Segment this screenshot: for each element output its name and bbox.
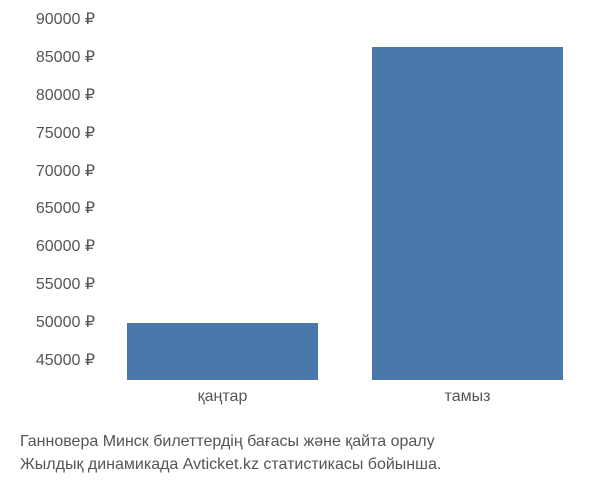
- y-tick-label: 45000 ₽: [0, 353, 95, 369]
- bar: [127, 323, 318, 380]
- x-tick-label: тамыз: [445, 388, 491, 406]
- y-tick-label: 85000 ₽: [0, 50, 95, 66]
- x-axis: қаңтар тамыз: [100, 388, 590, 412]
- bar: [372, 47, 563, 380]
- y-tick-label: 75000 ₽: [0, 126, 95, 142]
- chart-container: 45000 ₽ 50000 ₽ 55000 ₽ 60000 ₽ 65000 ₽ 70000…: [0, 0, 600, 500]
- y-tick-label: 70000 ₽: [0, 164, 95, 180]
- x-tick-label: қаңтар: [198, 388, 248, 406]
- caption-line-2: Жылдық динамикада Avticket.kz статистика…: [20, 456, 441, 473]
- caption-line-1: Ганновера Минск билеттердің бағасы және …: [20, 433, 435, 450]
- y-tick-label: 65000 ₽: [0, 201, 95, 217]
- chart-caption: Ганновера Минск билеттердің бағасы және …: [20, 430, 596, 476]
- y-tick-label: 50000 ₽: [0, 315, 95, 331]
- y-tick-label: 80000 ₽: [0, 88, 95, 104]
- y-tick-label: 55000 ₽: [0, 277, 95, 293]
- y-tick-label: 90000 ₽: [0, 12, 95, 28]
- y-axis: 45000 ₽ 50000 ₽ 55000 ₽ 60000 ₽ 65000 ₽ 70000…: [0, 20, 95, 380]
- plot-area: [100, 20, 590, 380]
- y-tick-label: 60000 ₽: [0, 239, 95, 255]
